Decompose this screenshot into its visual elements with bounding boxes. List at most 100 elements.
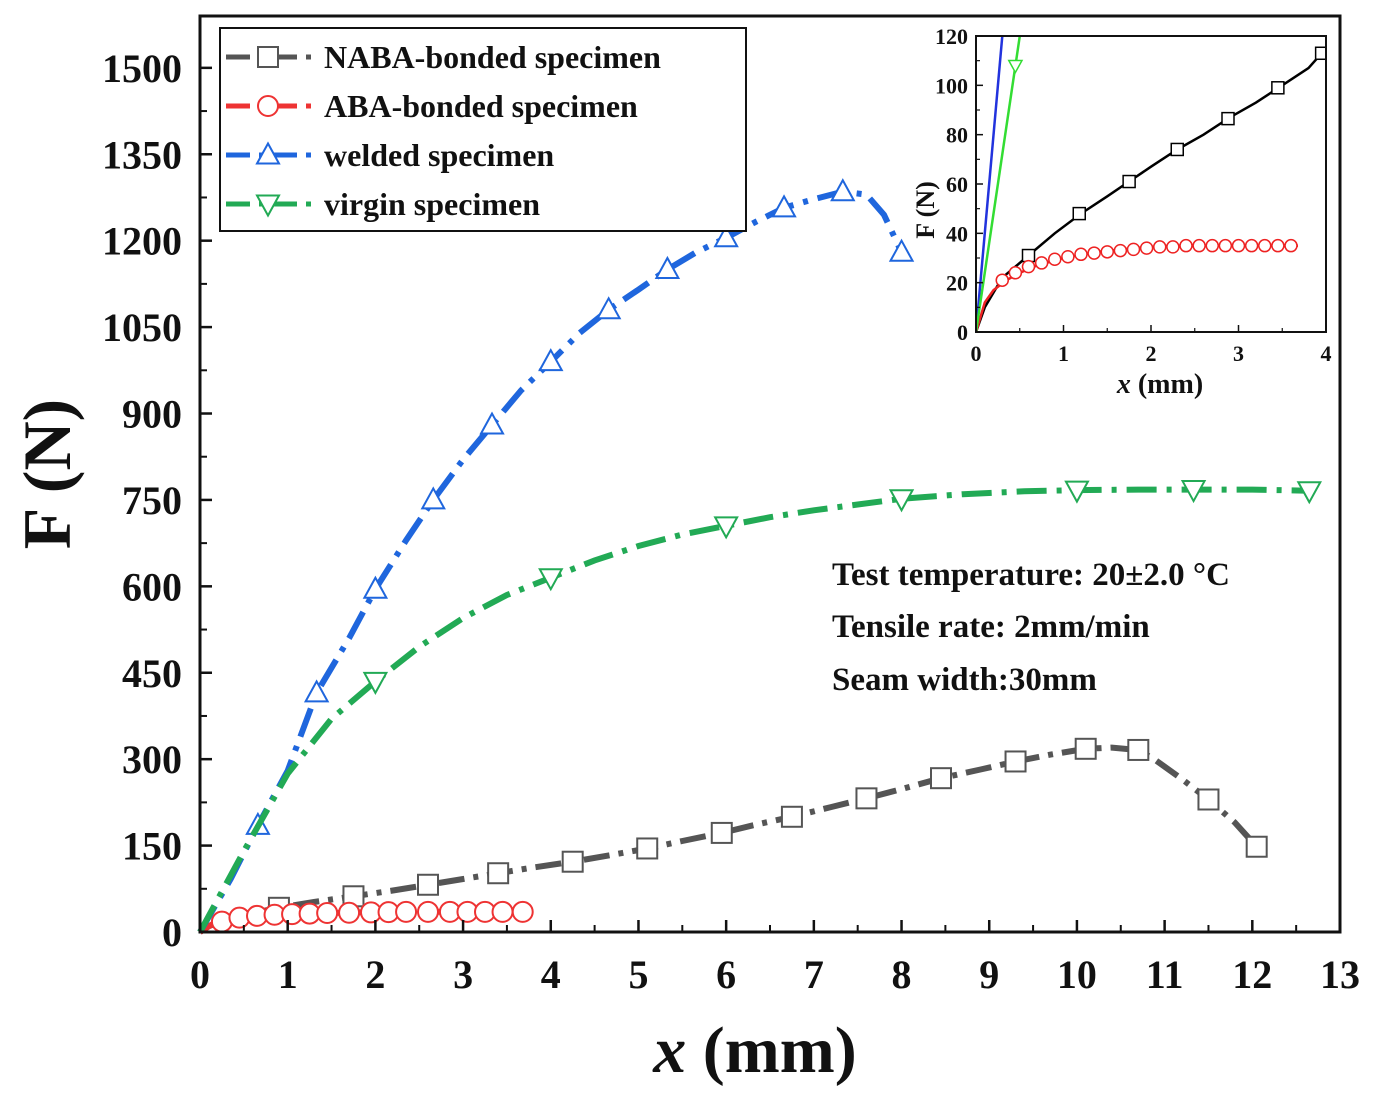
inset-marker-aba [1008, 266, 1023, 280]
main-marker-naba [1074, 737, 1097, 760]
inset-y-axis-label: F (N) [911, 181, 940, 239]
inset-marker-aba [1100, 245, 1114, 259]
main-series-layer [197, 178, 1322, 935]
main-x-tick-label: 12 [1232, 952, 1272, 997]
main-marker-welded [362, 575, 389, 599]
inset-marker-aba [1231, 238, 1246, 253]
main-marker-naba [417, 873, 439, 896]
inset-series-layer [976, 36, 1326, 332]
main-marker-aba [395, 900, 418, 923]
inset-marker-naba [1221, 111, 1235, 126]
main-marker-naba [487, 862, 510, 885]
main-y-tick-label: 750 [122, 478, 182, 523]
main-marker-virgin [1064, 480, 1090, 504]
main-series-line-virgin [197, 486, 1310, 934]
main-marker-welded [479, 411, 505, 435]
main-marker-virgin [1180, 480, 1207, 504]
legend-marker-virgin [255, 194, 281, 218]
inset-x-tick-label: 2 [1146, 341, 1157, 366]
main-y-tick-label: 1050 [102, 305, 182, 350]
annotation-test-temperature: Test temperature: 20±2.0 °C [832, 557, 1230, 593]
main-marker-naba [1197, 788, 1220, 811]
main-marker-naba [1004, 750, 1027, 773]
main-x-tick-label: 7 [804, 952, 824, 997]
inset-x-axis-variable: x [1116, 369, 1131, 400]
main-y-tick-label: 300 [122, 737, 182, 782]
main-x-tick-label: 0 [190, 952, 210, 997]
main-marker-virgin [1296, 481, 1322, 505]
inset-marker-naba [1122, 174, 1136, 189]
main-marker-naba [930, 767, 952, 790]
inset-marker-aba [1284, 238, 1298, 253]
legend-marker-naba [257, 46, 279, 68]
main-x-axis-unit: (mm) [703, 1014, 857, 1087]
inset-marker-aba [1113, 243, 1128, 258]
main-y-tick-label: 900 [122, 392, 182, 437]
main-marker-welded [888, 238, 915, 262]
inset-y-tick-label: 80 [946, 123, 968, 148]
main-ticks-layer: 0 1 2 3 4 5 6 7 8 9 10 11 12 130150300450600750900105… [102, 46, 1360, 997]
inset-marker-aba [1153, 240, 1167, 254]
main-y-tick-label: 1500 [102, 46, 182, 91]
inset-marker-aba [1258, 238, 1272, 253]
legend-marker-welded [255, 141, 281, 165]
main-x-tick-label: 11 [1146, 952, 1184, 997]
inset-marker-aba [1205, 238, 1219, 253]
legend-box [219, 27, 747, 232]
inset-marker-aba [1034, 256, 1049, 270]
main-marker-virgin [713, 516, 739, 540]
main-series-line-naba [198, 744, 1259, 935]
main-marker-welded [654, 255, 681, 279]
main-marker-virgin [362, 671, 389, 695]
main-x-tick-label: 8 [892, 952, 912, 997]
main-x-tick-label: 3 [453, 952, 473, 997]
main-y-tick-label: 450 [122, 651, 182, 696]
main-marker-welded [538, 348, 564, 372]
main-marker-virgin [538, 568, 564, 592]
main-y-axis-label: F (N) [9, 399, 85, 549]
main-x-tick-label: 2 [365, 952, 385, 997]
inset-marker-aba [1166, 240, 1180, 254]
main-marker-welded [595, 296, 622, 320]
inset-y-tick-label: 100 [935, 73, 968, 98]
main-marker-welded [771, 194, 797, 218]
main-x-tick-label: 13 [1320, 952, 1360, 997]
inset-marker-naba [1314, 46, 1326, 61]
main-marker-virgin [888, 489, 915, 513]
main-marker-aba [511, 900, 534, 923]
inset-x-tick-label: 1 [1058, 341, 1069, 366]
main-marker-welded [713, 224, 739, 248]
main-marker-welded [420, 486, 446, 510]
inset-series-clip-group [976, 36, 1326, 332]
inset-y-tick-label: 120 [935, 24, 968, 49]
inset-x-tick-label: 0 [971, 341, 982, 366]
inset-marker-aba [1126, 242, 1141, 257]
main-x-axis-variable: x [652, 1014, 686, 1087]
legend-marker-aba [257, 95, 279, 117]
main-y-tick-label: 600 [122, 564, 182, 609]
inset-marker-aba [1139, 241, 1154, 255]
inset-marker-aba [1244, 238, 1259, 253]
inset-y-tick-label: 60 [946, 172, 968, 197]
inset-x-axis-unit: (mm) [1138, 369, 1203, 400]
main-marker-aba [338, 901, 361, 924]
inset-background [976, 36, 1326, 332]
inset-marker-naba [1170, 142, 1184, 157]
main-marker-naba [780, 805, 803, 828]
main-marker-welded [830, 178, 856, 202]
annotation-block: Test temperature: 20±2.0 °C Tensile rate… [832, 557, 1230, 698]
main-x-tick-label: 10 [1057, 952, 1097, 997]
main-marker-aba [491, 900, 514, 923]
inset-x-tick-label: 4 [1321, 341, 1332, 366]
legend-label-naba: NABA-bonded specimen [324, 39, 661, 75]
inset-marker-aba [1061, 250, 1075, 264]
main-x-axis-label: x (mm) [652, 1014, 856, 1087]
annotation-seam-width: Seam width:30mm [832, 662, 1097, 698]
legend: NABA-bonded specimen ABA-bonded specimen w… [219, 27, 747, 232]
inset-marker-naba [1072, 206, 1086, 221]
inset-marker-aba [1271, 238, 1285, 253]
main-marker-aba [316, 901, 339, 924]
